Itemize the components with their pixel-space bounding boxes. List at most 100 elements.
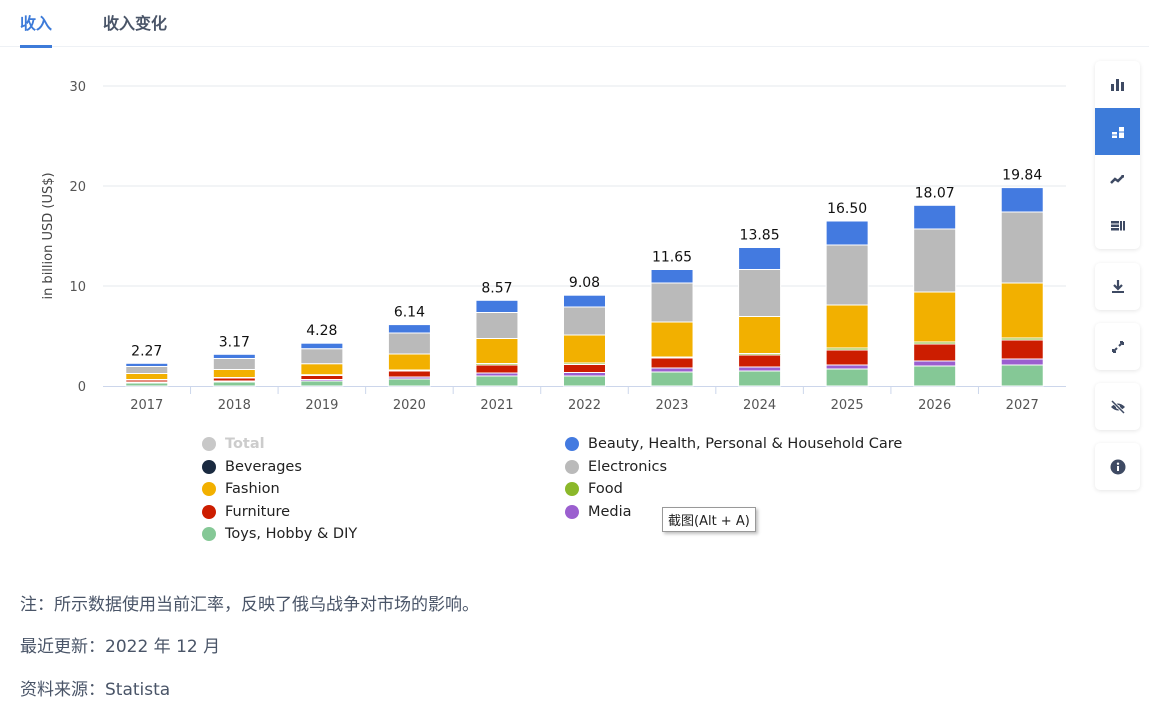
x-tick-label: 2022 — [568, 398, 601, 413]
last-updated: 最近更新：2022 年 12 月 — [20, 637, 221, 657]
total-data-label: 3.17 — [219, 334, 250, 350]
tab-revenue[interactable]: 收入 — [20, 10, 53, 48]
total-data-label: 19.84 — [1002, 168, 1042, 184]
legend-label: Media — [588, 503, 632, 520]
bar-segment-toys-hobby-diy — [212, 381, 256, 387]
info-button[interactable] — [1095, 443, 1140, 490]
legend-item[interactable]: Beverages — [202, 459, 302, 475]
download-icon — [1111, 279, 1124, 293]
bar-segment-beauty-health-personal-household-care — [913, 204, 957, 230]
legend-swatch — [565, 482, 579, 496]
legend-swatch — [565, 437, 579, 451]
bar-segment-toys-hobby-diy — [563, 375, 606, 387]
legend-item[interactable]: Toys, Hobby & DIY — [202, 526, 357, 542]
chart-toolbar-group — [1095, 61, 1140, 249]
bar-segment-toys-hobby-diy — [300, 380, 344, 387]
bar-segment-furniture — [738, 354, 782, 368]
y-tick-label: 20 — [69, 180, 86, 195]
legend-item[interactable]: Food — [565, 481, 623, 497]
table-button[interactable] — [1095, 202, 1140, 249]
bar-segment-toys-hobby-diy — [738, 370, 782, 387]
total-data-label: 6.14 — [394, 305, 425, 321]
line-chart-icon — [1109, 174, 1124, 184]
bar-segment-electronics — [563, 306, 606, 336]
bar-segment-fashion — [300, 363, 344, 376]
bar-segment-electronics — [913, 228, 957, 293]
bar-segment-beauty-health-personal-household-care — [563, 294, 606, 308]
info-icon — [1110, 459, 1125, 474]
legend-label: Beverages — [225, 458, 302, 475]
bar-segment-electronics — [825, 244, 869, 306]
stacked-bar-icon — [1111, 126, 1124, 138]
bar-segment-media — [825, 364, 869, 370]
chart-toolbar-group — [1095, 323, 1140, 370]
x-tick-label: 2018 — [218, 398, 251, 413]
legend-item[interactable]: Fashion — [202, 481, 280, 497]
x-tick-label: 2023 — [655, 398, 688, 413]
legend-label: Beauty, Health, Personal & Household Car… — [588, 436, 903, 452]
total-data-label: 8.57 — [481, 280, 512, 296]
legend-swatch — [565, 459, 579, 474]
hide-button[interactable] — [1095, 383, 1140, 430]
total-data-label: 2.27 — [131, 343, 162, 359]
bar-segment-beauty-health-personal-household-care — [475, 299, 519, 314]
bar-segment-beauty-health-personal-household-care — [125, 362, 169, 367]
legend-item[interactable]: Furniture — [202, 504, 290, 520]
bar-segment-fashion — [125, 373, 169, 380]
bar-segment-furniture — [1000, 339, 1044, 360]
bar-segment-furniture — [825, 349, 869, 366]
hide-icon — [1110, 399, 1125, 414]
y-tick-label: 30 — [69, 80, 86, 95]
tab-bar: 收入 收入变化 — [0, 0, 1149, 48]
chart-note: 注：所示数据使用当前汇率，反映了俄乌战争对市场的影响。 — [20, 595, 479, 615]
download-button[interactable] — [1095, 263, 1140, 310]
bar-segment-fashion — [563, 334, 606, 364]
x-tick-label: 2027 — [1006, 398, 1039, 413]
legend-item[interactable]: Electronics — [565, 459, 667, 475]
tab-revenue-change[interactable]: 收入变化 — [103, 14, 168, 33]
bar-segment-fashion — [475, 338, 519, 364]
legend-item[interactable]: Media — [565, 504, 632, 520]
expand-button[interactable] — [1095, 323, 1140, 370]
bar-segment-toys-hobby-diy — [650, 371, 694, 387]
legend-swatch — [202, 504, 216, 519]
bar-segment-beauty-health-personal-household-care — [738, 247, 782, 270]
total-data-label: 16.50 — [827, 201, 867, 217]
legend-item[interactable]: Total — [202, 436, 265, 452]
bar-segment-toys-hobby-diy — [475, 375, 519, 387]
bar-segment-beauty-health-personal-household-care — [650, 269, 694, 284]
bar-segment-furniture — [913, 343, 957, 362]
bar-segment-fashion — [825, 304, 869, 349]
stacked-bar-chart: 0 10 20 30 in billion USD (US$) 2017 2.27 2018 3… — [41, 80, 1066, 413]
bar-chart-button[interactable] — [1095, 61, 1140, 108]
line-chart-button[interactable] — [1095, 155, 1140, 202]
total-data-label: 11.65 — [652, 250, 692, 266]
bar-segment-electronics — [650, 282, 694, 323]
stacked-bar-button[interactable] — [1095, 108, 1140, 155]
legend-swatch — [202, 482, 216, 496]
bar-segment-media — [738, 366, 782, 372]
legend-swatch — [202, 527, 216, 541]
bar-segment-electronics — [475, 312, 519, 339]
bar-segment-fashion — [913, 291, 957, 343]
legend-label: Furniture — [225, 503, 291, 520]
legend-label: Toys, Hobby & DIY — [225, 526, 358, 542]
legend-swatch — [202, 459, 216, 474]
x-tick-label: 2024 — [743, 398, 776, 413]
legend-label: Food — [588, 481, 623, 497]
legend-item[interactable]: Beauty, Health, Personal & Household Car… — [565, 436, 902, 452]
bar-segment-beauty-health-personal-household-care — [1000, 187, 1044, 213]
bar-segment-media — [913, 360, 957, 367]
bar-chart-icon — [1110, 78, 1124, 91]
legend-label: Total — [225, 436, 265, 452]
bar-segment-electronics — [1000, 211, 1044, 284]
bar-segment-media — [650, 367, 694, 373]
legend-swatch — [202, 437, 216, 451]
bar-segment-beauty-health-personal-household-care — [300, 342, 344, 350]
bar-segment-toys-hobby-diy — [1000, 364, 1044, 387]
legend-swatch — [565, 504, 579, 519]
chart-toolbar-group — [1095, 443, 1140, 490]
bar-segment-toys-hobby-diy — [913, 365, 957, 387]
total-data-label: 9.08 — [569, 275, 600, 291]
legend-label: Fashion — [225, 481, 280, 497]
